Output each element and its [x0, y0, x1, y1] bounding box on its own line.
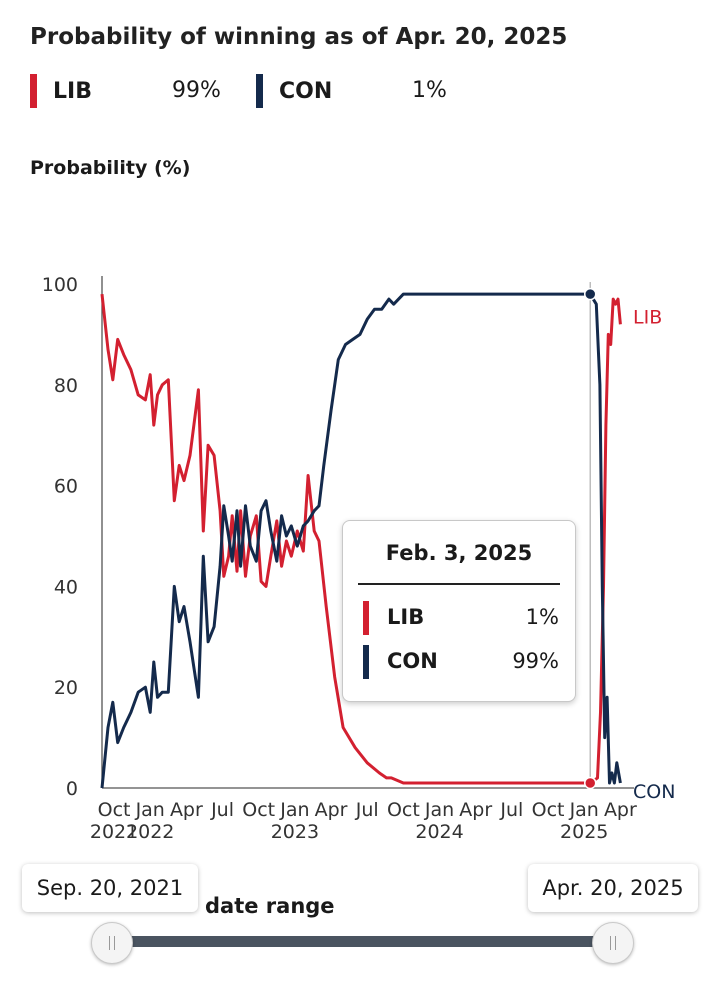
y-tick-label-40: 40: [54, 576, 78, 598]
y-tick-label-0: 0: [66, 778, 78, 800]
tooltip-row-lib: LIB 1%: [363, 601, 559, 635]
x-tick-label-10: Apr: [459, 799, 492, 821]
tooltip-divider: [358, 583, 560, 585]
end-date-label: Apr. 20, 2025: [528, 864, 698, 912]
chart-title: Probability of winning as of Apr. 20, 20…: [30, 24, 568, 50]
x-tick-year-2025: 2025: [560, 821, 608, 843]
x-tick-label-12: Oct: [532, 799, 565, 821]
y-tick-label-20: 20: [54, 677, 78, 699]
y-tick-label-60: 60: [54, 476, 78, 498]
tooltip-row-con: CON 99%: [363, 645, 559, 679]
tooltip-value-con: 99%: [512, 649, 559, 673]
tooltip-name-lib: LIB: [387, 605, 425, 629]
y-axis-label-text: Probability (%): [30, 157, 191, 179]
y-axis-label: Probability (%): [30, 155, 190, 182]
x-tick-label-1: Jan: [135, 799, 165, 821]
end-label-con: CON: [633, 781, 675, 803]
date-range-start-handle[interactable]: [91, 922, 133, 964]
x-tick-year-2023: 2023: [271, 821, 319, 843]
date-range-label: date range: [205, 894, 335, 918]
y-tick-label-100: 100: [42, 274, 78, 296]
x-tick-label-13: Jan: [569, 799, 599, 821]
x-tick-label-11: Jul: [499, 799, 523, 821]
x-tick-label-5: Jan: [279, 799, 309, 821]
legend-name-lib: LIB: [53, 78, 92, 104]
x-tick-label-6: Apr: [315, 799, 348, 821]
tooltip-value-lib: 1%: [525, 605, 559, 629]
date-range-track[interactable]: [112, 936, 612, 947]
series-line-con: [100, 292, 622, 789]
tooltip-date: Feb. 3, 2025: [385, 541, 533, 565]
hover-dot-lib: [583, 776, 597, 790]
x-tick-label-2: Apr: [170, 799, 203, 821]
x-tick-year-2024: 2024: [415, 821, 463, 843]
legend-swatch-con: [256, 74, 263, 108]
x-tick-label-9: Jan: [424, 799, 454, 821]
legend-value-con: 1%: [412, 78, 447, 103]
x-tick-year-2021: 2021: [90, 821, 138, 843]
legend-item-con: CON: [256, 74, 332, 108]
x-tick-year-2022: 2022: [126, 821, 174, 843]
start-date-label: Sep. 20, 2021: [22, 864, 198, 912]
legend-value-lib: 99%: [172, 78, 221, 103]
x-tick-label-7: Jul: [355, 799, 379, 821]
legend-swatch-lib: [30, 74, 37, 108]
legend-name-con: CON: [279, 78, 333, 104]
tooltip-swatch-lib: [363, 601, 369, 635]
tooltip-name-con: CON: [387, 649, 438, 673]
x-tick-label-0: Oct: [98, 799, 131, 821]
hover-dot-con: [583, 287, 597, 301]
tooltip-swatch-con: [363, 645, 369, 679]
legend-item-lib: LIB: [30, 74, 92, 108]
x-tick-label-3: Jul: [210, 799, 234, 821]
x-tick-label-4: Oct: [242, 799, 275, 821]
end-label-lib: LIB: [633, 306, 662, 328]
y-tick-label-80: 80: [54, 375, 78, 397]
series-line-lib: [100, 293, 622, 785]
hover-tooltip: Feb. 3, 2025 LIB 1% CON 99%: [342, 520, 576, 702]
x-tick-label-14: Apr: [604, 799, 637, 821]
x-tick-label-8: Oct: [387, 799, 420, 821]
date-range-end-handle[interactable]: [592, 922, 634, 964]
